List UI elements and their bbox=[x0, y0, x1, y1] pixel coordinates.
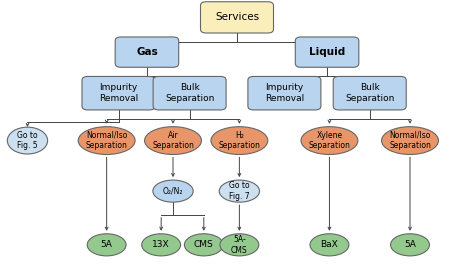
Ellipse shape bbox=[142, 234, 181, 256]
FancyBboxPatch shape bbox=[115, 37, 179, 67]
Ellipse shape bbox=[301, 127, 358, 155]
Text: Bulk
Separation: Bulk Separation bbox=[165, 83, 214, 103]
FancyBboxPatch shape bbox=[201, 2, 273, 33]
Text: Go to
Fig. 7: Go to Fig. 7 bbox=[229, 182, 250, 201]
Text: H₂
Separation: H₂ Separation bbox=[219, 131, 260, 150]
Ellipse shape bbox=[220, 234, 259, 256]
Ellipse shape bbox=[219, 180, 259, 202]
Text: Impurity
Removal: Impurity Removal bbox=[99, 83, 138, 103]
Text: 5A: 5A bbox=[404, 240, 416, 249]
Ellipse shape bbox=[310, 234, 349, 256]
Text: O₂/N₂: O₂/N₂ bbox=[163, 187, 183, 196]
FancyBboxPatch shape bbox=[295, 37, 359, 67]
Text: Go to
Fig. 5: Go to Fig. 5 bbox=[17, 131, 38, 150]
Ellipse shape bbox=[153, 180, 193, 202]
Text: Air
Separation: Air Separation bbox=[152, 131, 194, 150]
Ellipse shape bbox=[145, 127, 201, 155]
Text: Normal/Iso
Separation: Normal/Iso Separation bbox=[389, 131, 431, 150]
Ellipse shape bbox=[7, 127, 47, 154]
FancyBboxPatch shape bbox=[153, 76, 226, 110]
FancyBboxPatch shape bbox=[333, 76, 406, 110]
Text: Impurity
Removal: Impurity Removal bbox=[265, 83, 304, 103]
Text: 13X: 13X bbox=[152, 240, 170, 249]
FancyBboxPatch shape bbox=[248, 76, 321, 110]
Ellipse shape bbox=[184, 234, 223, 256]
Text: Gas: Gas bbox=[136, 47, 158, 57]
Text: BaX: BaX bbox=[320, 240, 338, 249]
Ellipse shape bbox=[87, 234, 126, 256]
Text: Liquid: Liquid bbox=[309, 47, 345, 57]
Text: 5A: 5A bbox=[100, 240, 113, 249]
Ellipse shape bbox=[78, 127, 135, 155]
FancyBboxPatch shape bbox=[82, 76, 155, 110]
Text: Bulk
Separation: Bulk Separation bbox=[345, 83, 394, 103]
Text: CMS: CMS bbox=[194, 240, 214, 249]
Text: Normal/Iso
Separation: Normal/Iso Separation bbox=[86, 131, 128, 150]
Text: Xylene
Separation: Xylene Separation bbox=[309, 131, 350, 150]
Ellipse shape bbox=[382, 127, 438, 155]
Text: 5A-
CMS: 5A- CMS bbox=[231, 235, 248, 255]
Text: Services: Services bbox=[215, 13, 259, 22]
Ellipse shape bbox=[391, 234, 429, 256]
Ellipse shape bbox=[211, 127, 268, 155]
